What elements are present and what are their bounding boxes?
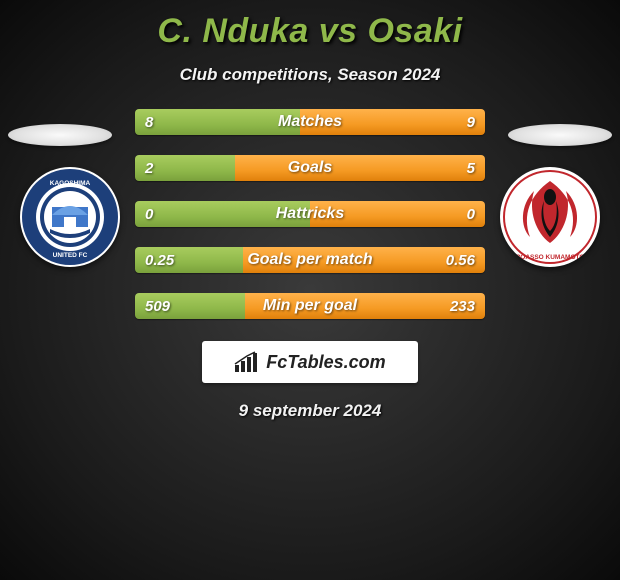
stats-bars: Matches89 Goals25 Hattricks00 Goals per mat…	[135, 109, 485, 319]
stat-bar-left-segment	[135, 201, 310, 227]
brand-text: FcTables.com	[266, 352, 385, 373]
snapshot-date: 9 september 2024	[0, 401, 620, 421]
roasso-kumamoto-crest-icon: ROASSO KUMAMOTO	[500, 167, 600, 267]
stat-bar-right-segment	[235, 155, 485, 181]
brand-prefix: Fc	[266, 352, 287, 372]
comparison-stage: KAGOSHIMA UNITED FC ROASSO KUMAMOTO Matc…	[0, 109, 620, 421]
player-right-pedestal	[508, 124, 612, 146]
brand-watermark: FcTables.com	[202, 341, 418, 383]
bar-chart-icon	[234, 351, 260, 373]
kagoshima-united-crest-icon: KAGOSHIMA UNITED FC	[20, 167, 120, 267]
stat-bar-right-segment	[243, 247, 485, 273]
stat-bar-right-segment	[245, 293, 485, 319]
stat-bar-left-segment	[135, 155, 235, 181]
club-crest-left: KAGOSHIMA UNITED FC	[20, 167, 120, 267]
stat-row: Hattricks00	[135, 201, 485, 227]
stat-row: Goals25	[135, 155, 485, 181]
club-crest-right: ROASSO KUMAMOTO	[500, 167, 600, 267]
stat-bar-right-segment	[310, 201, 485, 227]
svg-text:KAGOSHIMA: KAGOSHIMA	[50, 180, 91, 187]
stat-bar-left-segment	[135, 247, 243, 273]
svg-text:ROASSO KUMAMOTO: ROASSO KUMAMOTO	[516, 254, 585, 261]
subtitle: Club competitions, Season 2024	[0, 65, 620, 85]
page-title: C. Nduka vs Osaki	[0, 0, 620, 51]
brand-suffix: Tables.com	[287, 352, 385, 372]
stat-row: Min per goal509233	[135, 293, 485, 319]
stat-row: Goals per match0.250.56	[135, 247, 485, 273]
stat-row: Matches89	[135, 109, 485, 135]
stat-bar-left-segment	[135, 109, 300, 135]
stat-bar-left-segment	[135, 293, 245, 319]
stat-bar-right-segment	[300, 109, 485, 135]
svg-text:UNITED FC: UNITED FC	[53, 252, 88, 259]
player-left-pedestal	[8, 124, 112, 146]
